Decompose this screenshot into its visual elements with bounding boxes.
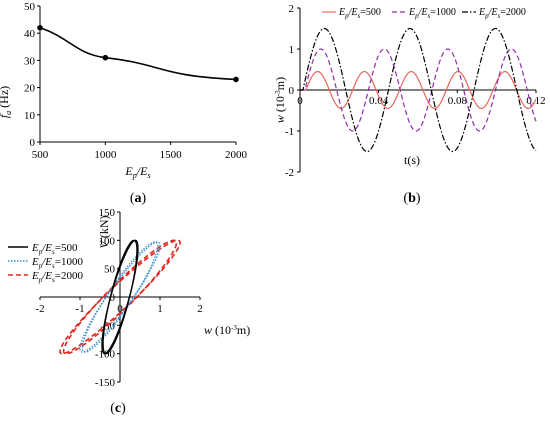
panel-b-axes xyxy=(297,7,537,173)
panel-a-label-letter: a xyxy=(135,191,142,206)
panel-b-ylabel: w (10-3m) xyxy=(273,77,287,123)
panel-b-ytick-label: -1 xyxy=(285,126,294,138)
panel-b-legend: Ep/Es=500 Ep/Es=1000 Ep/Es=2000 xyxy=(322,7,526,20)
panel-c-series-loop xyxy=(79,241,161,353)
panel-a-ytick-label: 50 xyxy=(24,1,36,13)
panel-a-marks xyxy=(37,24,239,83)
panel-b-legend-label: Ep/Es=2000 xyxy=(478,7,526,20)
panel-a: 0 10 20 30 40 50 500 1000 1500 2000 fa (Hz) Ep/Es… xyxy=(0,1,248,206)
panel-b-ytick-label: 1 xyxy=(289,44,295,56)
panel-c-label-letter: c xyxy=(115,401,121,416)
panel-b-legend-label: Ep/Es=1000 xyxy=(408,7,456,20)
panel-c-series-loop xyxy=(59,239,181,355)
panel-a-ytick-label: 0 xyxy=(30,137,36,149)
panel-b-legend-label: Ep/Es=500 xyxy=(338,7,381,20)
panel-c-series-loop xyxy=(62,239,178,355)
panel-c-xtick-label: 1 xyxy=(157,303,163,315)
panel-b-series-line xyxy=(300,48,537,132)
panel-a-tick-labels: 0 10 20 30 40 50 500 1000 1500 2000 xyxy=(24,1,248,161)
panel-a-xlabel: Ep/Es xyxy=(124,164,150,180)
panel-a-data-point xyxy=(233,76,239,83)
panel-a-ytick-label: 10 xyxy=(24,110,36,122)
panel-a-label: (a) xyxy=(130,191,147,206)
panel-c-xtick-label: 0 xyxy=(117,303,123,315)
panel-a-xtick-label: 2000 xyxy=(225,149,248,161)
panel-c-xtick-label: -2 xyxy=(35,303,44,315)
panel-c-series-loop xyxy=(102,239,138,355)
panel-c-ytick-label: 50 xyxy=(104,264,116,276)
panel-c-ytick-label: 150 xyxy=(99,207,116,219)
panel-c-legend-label: Ep/Es=2000 xyxy=(31,270,83,284)
panel-a-xtick-label: 500 xyxy=(32,149,49,161)
panel-c-axes xyxy=(39,211,201,383)
panel-b-marks xyxy=(300,27,537,153)
panel-b-xlabel: t(s) xyxy=(404,153,420,167)
panel-c-xlabel: w (10-3m) xyxy=(204,323,250,337)
panel-c-marks xyxy=(59,239,181,355)
panel-a-xtick-label: 1000 xyxy=(94,149,117,161)
panel-b-series-line xyxy=(300,27,537,153)
panel-a-series-line xyxy=(39,27,237,81)
panel-c-xtick-label: -1 xyxy=(75,303,84,315)
panel-c-ytick-label: 100 xyxy=(99,235,116,247)
panel-a-data-point xyxy=(102,54,109,61)
panel-a-data-point xyxy=(37,24,43,31)
panel-c-xtick-label: 2 xyxy=(197,303,203,315)
panel-a-axes xyxy=(37,5,237,145)
panel-c-legend-label: Ep/Es=1000 xyxy=(31,256,83,270)
panel-a-ytick-label: 40 xyxy=(24,28,36,40)
panel-a-ylabel: fa (Hz) xyxy=(0,86,13,118)
panel-b-xtick-label: 0.08 xyxy=(448,95,468,107)
panel-a-ytick-label: 20 xyxy=(24,83,36,95)
panel-a-ytick-label: 30 xyxy=(24,55,36,67)
panel-b-ytick-label: 2 xyxy=(289,3,295,15)
panel-b-xtick-label: 0.04 xyxy=(369,95,389,107)
panel-c-ylabel: V (kN) xyxy=(97,215,111,248)
panel-b-ytick-label: -2 xyxy=(285,167,294,179)
panel-b-label: (b) xyxy=(403,191,420,206)
panel-b-xtick-label: 0 xyxy=(297,95,303,107)
panel-c-ytick-label: -150 xyxy=(95,377,116,389)
panel-c-ytick-label: -100 xyxy=(95,349,116,361)
panel-b-series-line xyxy=(300,70,537,110)
panel-b-ytick-label: 0 xyxy=(289,85,295,97)
panel-a-xtick-label: 1500 xyxy=(160,149,183,161)
panel-b-label-letter: b xyxy=(408,191,416,206)
panel-c-ytick-label: 0 xyxy=(110,292,116,304)
panel-c-legend-label: Ep/Es=500 xyxy=(31,242,78,256)
panel-c-label: (c) xyxy=(110,401,126,416)
